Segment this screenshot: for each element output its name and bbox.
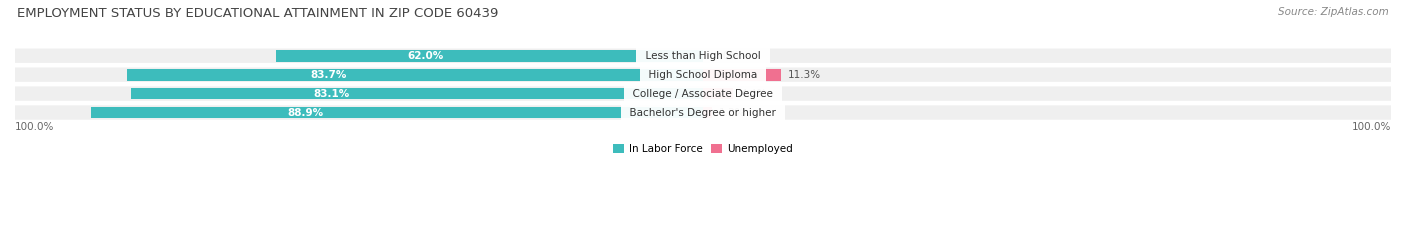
Text: 88.9%: 88.9% — [287, 107, 323, 117]
Text: 83.1%: 83.1% — [314, 89, 350, 99]
Text: High School Diploma: High School Diploma — [643, 70, 763, 80]
Bar — [127, 69, 703, 81]
Text: 1.3%: 1.3% — [718, 107, 745, 117]
FancyBboxPatch shape — [15, 105, 1391, 120]
Text: 11.3%: 11.3% — [787, 70, 821, 80]
Text: 4.4%: 4.4% — [740, 89, 766, 99]
Text: Source: ZipAtlas.com: Source: ZipAtlas.com — [1278, 7, 1389, 17]
FancyBboxPatch shape — [15, 48, 1391, 63]
Bar — [703, 107, 711, 118]
Bar — [131, 88, 703, 99]
FancyBboxPatch shape — [15, 67, 1391, 82]
Legend: In Labor Force, Unemployed: In Labor Force, Unemployed — [609, 140, 797, 158]
Bar — [703, 88, 734, 99]
Bar — [703, 69, 780, 81]
Text: 100.0%: 100.0% — [1351, 122, 1391, 132]
Text: 62.0%: 62.0% — [408, 51, 444, 61]
Text: Bachelor's Degree or higher: Bachelor's Degree or higher — [623, 107, 783, 117]
FancyBboxPatch shape — [15, 86, 1391, 101]
Text: 100.0%: 100.0% — [15, 122, 55, 132]
Text: College / Associate Degree: College / Associate Degree — [626, 89, 780, 99]
Bar — [91, 107, 703, 118]
Bar — [277, 50, 703, 62]
Text: 83.7%: 83.7% — [311, 70, 347, 80]
Text: Less than High School: Less than High School — [638, 51, 768, 61]
Text: 0.0%: 0.0% — [713, 51, 740, 61]
Text: EMPLOYMENT STATUS BY EDUCATIONAL ATTAINMENT IN ZIP CODE 60439: EMPLOYMENT STATUS BY EDUCATIONAL ATTAINM… — [17, 7, 498, 20]
